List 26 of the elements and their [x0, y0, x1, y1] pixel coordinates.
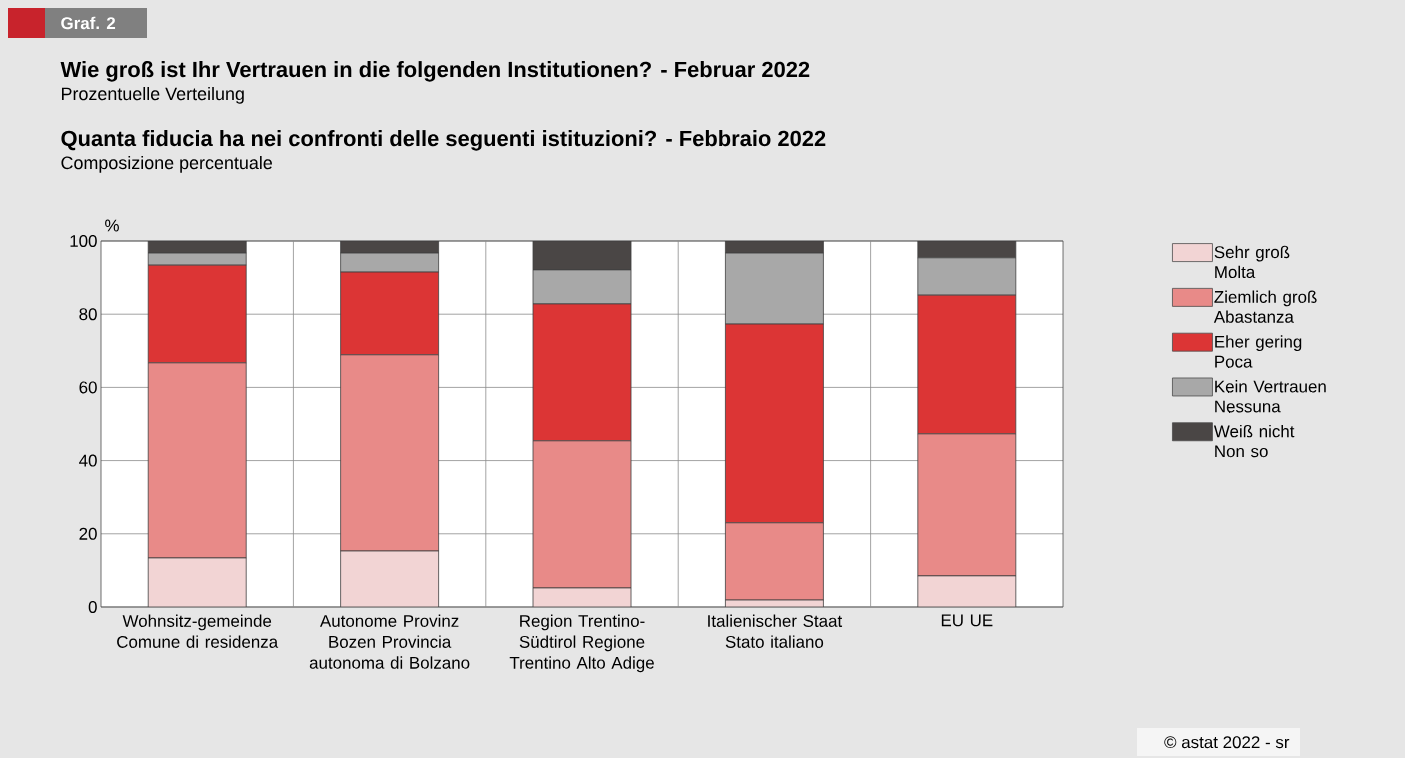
x-tick-label: Italienischer Staat Stato italiano — [708, 614, 843, 648]
text: Composizione percentuale — [61, 155, 272, 173]
legend-label: Ziemlich groß Abastanza — [1213, 290, 1317, 323]
text: Graf. 2 — [61, 16, 116, 30]
y-tick-label: 0 — [88, 601, 97, 613]
y-tick-label: 100 — [70, 234, 97, 247]
x-tick-label: Wohnsitz-gemeinde Comune di residenza — [117, 614, 279, 648]
y-tick-label: 60 — [79, 381, 97, 394]
y-axis-title: % — [105, 219, 119, 232]
y-tick-label: 80 — [79, 308, 97, 321]
bar — [147, 557, 247, 607]
y-tick-label: 40 — [79, 454, 97, 467]
x-tick-label: Autonome Provinz Bozen Provincia autonoma di Bolzano — [309, 614, 470, 669]
text: Quanta fiducia ha nei confronti delle seguenti istituzioni? - Febbraio 2022 — [61, 130, 826, 151]
x-tick-label: Region Trentino-Südtirol Regione Trentino Alto Adige — [509, 614, 654, 673]
chart-title: Wie groß ist Ihr Vertrauen in die folgenden Institutionen? - Februar 2022 — [60, 61, 810, 82]
x-tick-label: EU UE — [941, 614, 993, 627]
bar — [917, 575, 1017, 607]
legend-label: Weiß nicht Non so — [1213, 424, 1295, 458]
legend-label: Sehr groß Molta — [1214, 245, 1290, 279]
text: © astat 2022 - sr — [1164, 736, 1290, 749]
legend-label: Kein Vertrauen Nessuna — [1215, 380, 1326, 413]
y-tick-label: 20 — [79, 527, 97, 540]
chart-subtitle: Prozentuelle Verteilung — [61, 86, 244, 104]
legend-label: Eher gering Poca — [1215, 335, 1302, 368]
bar — [340, 550, 440, 607]
